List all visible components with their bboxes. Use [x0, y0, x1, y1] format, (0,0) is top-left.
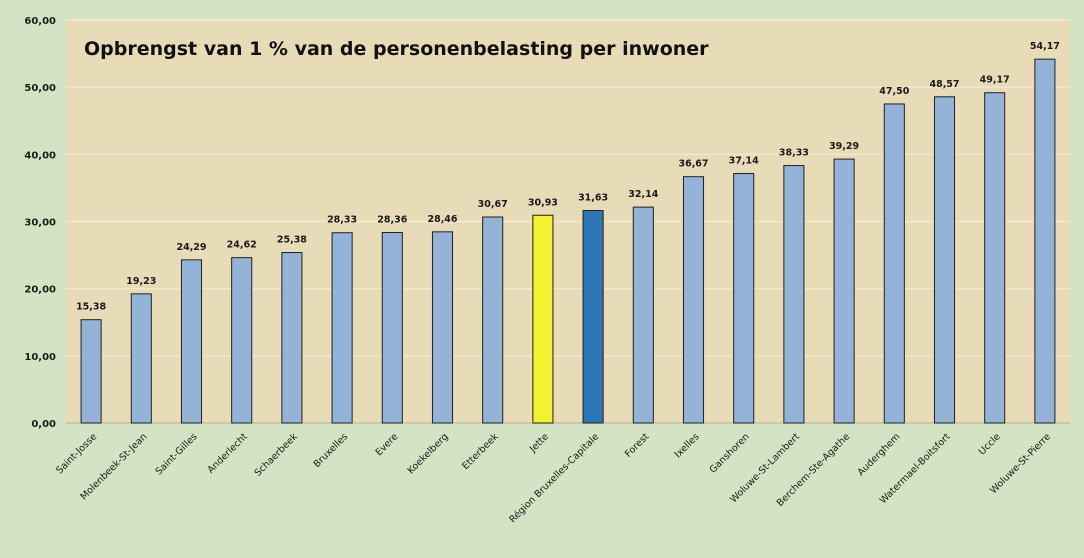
data-label: 19,23 [126, 276, 156, 287]
bar [231, 257, 253, 424]
data-label: 30,93 [528, 197, 558, 208]
x-tick-label: Koekelberg [406, 431, 451, 476]
data-label: 54,17 [1030, 41, 1060, 52]
data-label: 28,36 [377, 215, 407, 226]
data-label: 38,33 [779, 148, 809, 159]
data-label: 36,67 [678, 159, 708, 170]
x-tick-label: Saint-Gilles [154, 431, 200, 477]
x-tick-label: Ganshoren [708, 431, 752, 475]
bar [682, 176, 705, 424]
bar [883, 103, 905, 424]
data-label: 39,29 [829, 141, 859, 152]
bar [532, 214, 554, 424]
data-label: 15,38 [76, 302, 106, 313]
y-tick-label: 50,00 [24, 83, 56, 94]
bar [733, 173, 755, 424]
x-tick-label: Auderghem [856, 431, 903, 478]
bar [381, 232, 403, 424]
chart-title: Opbrengst van 1 % van de personenbelasti… [84, 38, 709, 60]
x-tick-label: Région Bruxelles-Capitale [507, 431, 601, 525]
data-label: 31,63 [578, 193, 608, 204]
bar [80, 319, 102, 424]
y-tick-label: 10,00 [24, 352, 56, 363]
x-tick-label: Uccle [977, 431, 1003, 457]
y-tick-label: 30,00 [24, 218, 56, 229]
data-label: 28,46 [427, 214, 457, 225]
x-tick-label: Saint-Josse [54, 431, 99, 476]
y-tick-label: 20,00 [24, 285, 56, 296]
x-tick-label: Jette [527, 431, 551, 455]
x-tick-label: Anderlecht [205, 431, 250, 476]
data-label: 48,57 [929, 79, 959, 90]
data-label: 25,38 [277, 235, 307, 246]
y-tick-label: 40,00 [24, 150, 56, 161]
bar [582, 210, 604, 424]
data-label: 24,29 [176, 242, 206, 253]
data-label: 49,17 [980, 75, 1010, 86]
bar [431, 231, 454, 424]
y-tick-label: 0,00 [31, 419, 56, 430]
bar [984, 92, 1006, 424]
bar [281, 252, 303, 424]
bar [482, 216, 504, 424]
x-tick-label: Evere [374, 431, 401, 458]
x-tick-label: Bruxelles [312, 431, 351, 470]
y-tick-label: 60,00 [24, 16, 56, 27]
bar [783, 165, 805, 424]
x-tick-label: Ixelles [673, 431, 702, 460]
data-label: 24,62 [227, 240, 257, 251]
bar [180, 259, 203, 424]
bar [130, 293, 152, 424]
bar [933, 96, 956, 424]
x-tick-label: Etterbeek [460, 431, 501, 472]
bar [1034, 58, 1056, 424]
bar [331, 232, 353, 424]
x-tick-label: Forest [623, 431, 652, 460]
data-label: 30,67 [478, 199, 508, 210]
data-label: 32,14 [628, 189, 658, 200]
data-label: 47,50 [879, 86, 909, 97]
x-tick-label: Schaerbeek [253, 431, 301, 479]
bar [833, 158, 855, 424]
bar [632, 206, 654, 424]
data-label: 37,14 [729, 156, 759, 167]
data-label: 28,33 [327, 215, 357, 226]
